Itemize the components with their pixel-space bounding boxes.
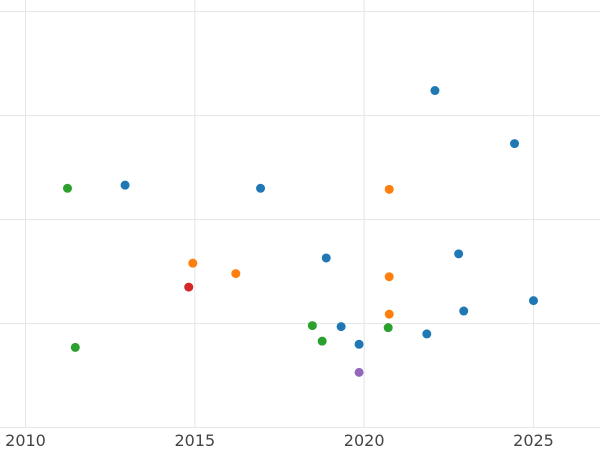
data-point-12 <box>354 367 364 377</box>
data-point-2 <box>120 180 130 190</box>
data-point-11 <box>354 339 364 349</box>
y-grid-lines <box>0 11 600 428</box>
data-point-19 <box>454 249 464 259</box>
data-point-10 <box>336 322 346 332</box>
x-grid-lines <box>25 0 534 428</box>
data-point-9 <box>321 253 331 263</box>
data-point-20 <box>459 306 469 316</box>
x-tick-label: 2015 <box>174 431 215 450</box>
data-point-7 <box>307 321 317 331</box>
data-point-1 <box>70 342 80 352</box>
x-tick-label: 2020 <box>344 431 385 450</box>
x-tick-label: 2025 <box>513 431 554 450</box>
x-tick-label: 2010 <box>5 431 46 450</box>
data-point-6 <box>256 183 266 193</box>
data-point-16 <box>384 309 394 319</box>
data-point-0 <box>62 183 72 193</box>
data-point-18 <box>430 86 440 96</box>
data-point-15 <box>384 272 394 282</box>
data-point-3 <box>184 282 194 292</box>
data-point-13 <box>383 323 393 333</box>
data-point-22 <box>529 296 538 306</box>
data-points <box>62 86 538 377</box>
data-point-21 <box>510 139 520 149</box>
data-point-14 <box>384 184 394 194</box>
data-point-17 <box>422 329 432 339</box>
data-point-4 <box>188 258 198 268</box>
x-tick-labels: 2010 2015 2020 2025 <box>5 431 554 450</box>
data-point-8 <box>317 336 327 346</box>
data-point-5 <box>231 269 241 279</box>
